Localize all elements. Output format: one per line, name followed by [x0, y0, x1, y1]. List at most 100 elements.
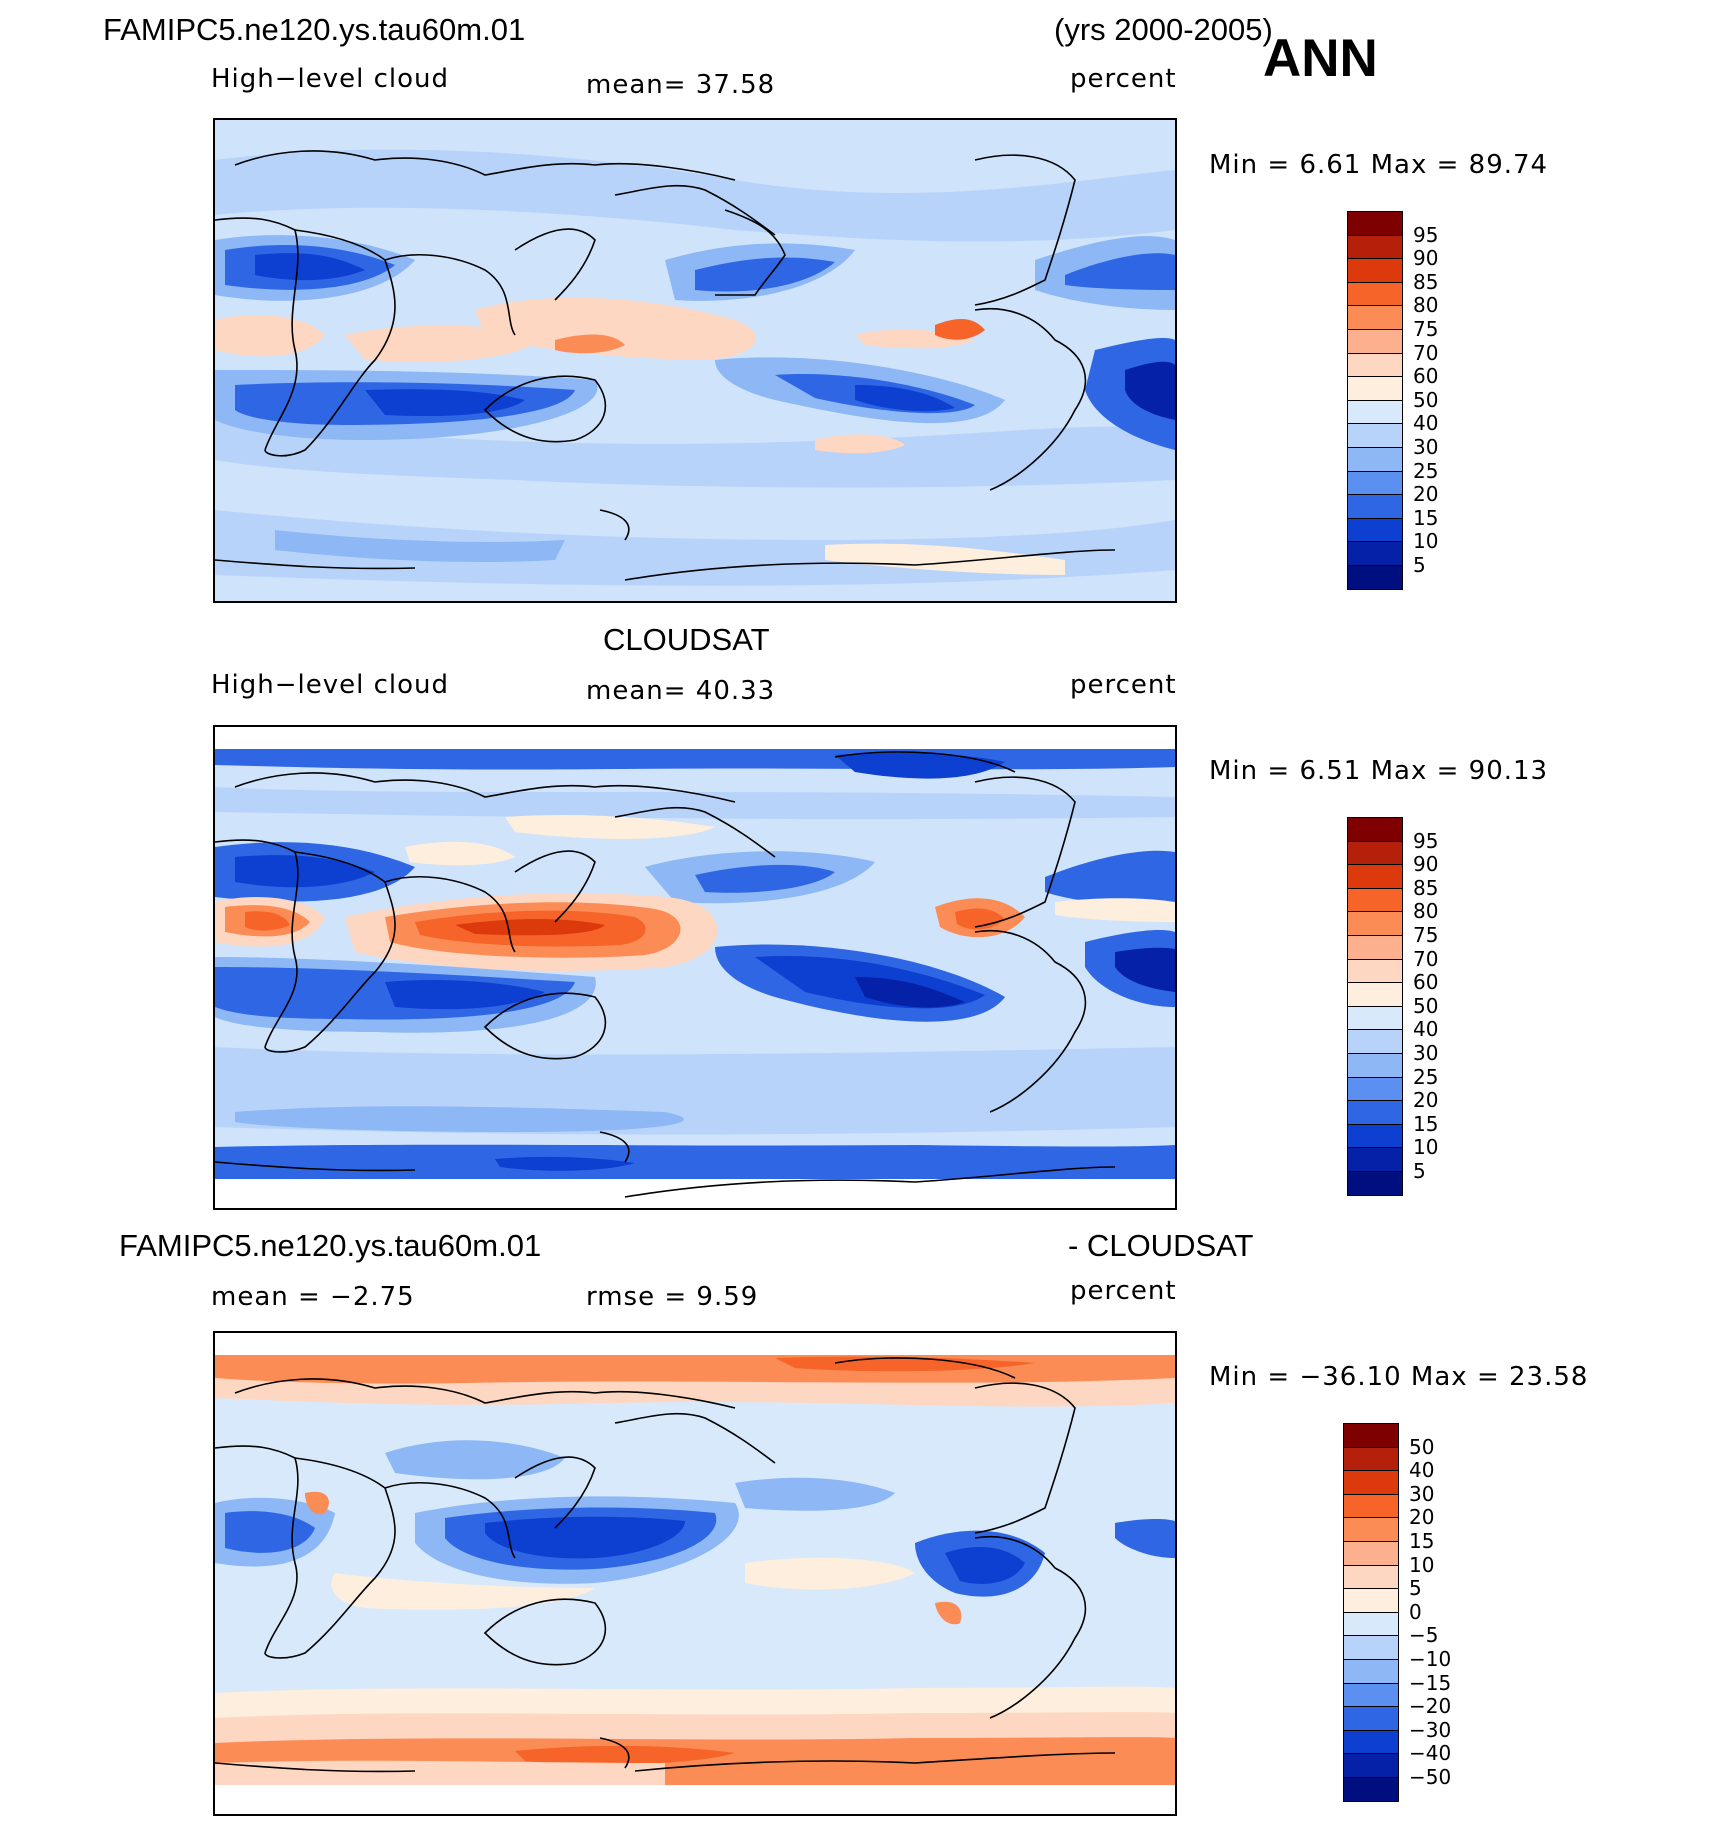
panel1-map — [213, 118, 1177, 603]
colorbar-tick-label: 75 — [1413, 317, 1439, 341]
colorbar-tick-label: 70 — [1413, 340, 1439, 365]
colorbar-box — [1347, 817, 1403, 843]
colorbar-box — [1347, 517, 1403, 543]
colorbar-box — [1347, 470, 1403, 496]
panel1-variable: High−level cloud — [211, 64, 450, 94]
colorbar-tick-label: 80 — [1413, 899, 1439, 924]
colorbar-box — [1343, 1493, 1399, 1519]
panel2-field — [215, 727, 1175, 1208]
panel2-minmax: Min = 6.51 Max = 90.13 — [1209, 756, 1549, 786]
colorbar-box — [1347, 982, 1403, 1008]
colorbar-tick-label: −40 — [1409, 1741, 1452, 1766]
colorbar-tick-label: 90 — [1413, 852, 1439, 877]
colorbar-tick-label: 70 — [1413, 946, 1439, 971]
colorbar-tick-label: 50 — [1413, 387, 1439, 412]
colorbar-box — [1347, 565, 1403, 591]
colorbar-tick-label: 95 — [1413, 222, 1439, 247]
colorbar-box — [1343, 1635, 1399, 1661]
colorbar-tick-label: 5 — [1409, 1576, 1422, 1601]
colorbar-tick-label: −20 — [1409, 1694, 1452, 1719]
panel3-field — [215, 1333, 1175, 1814]
colorbar-box — [1343, 1588, 1399, 1614]
colorbar-tick-label: 95 — [1413, 828, 1439, 853]
colorbar-tick-label: 80 — [1413, 293, 1439, 318]
colorbar-box — [1347, 958, 1403, 984]
colorbar-tick-label: 5 — [1413, 553, 1426, 577]
years-label: (yrs 2000-2005) — [1054, 12, 1273, 47]
colorbar-box — [1343, 1517, 1399, 1543]
panel1-units: percent — [1070, 64, 1177, 94]
colorbar-box — [1347, 281, 1403, 307]
colorbar-tick-label: 20 — [1413, 1088, 1439, 1113]
colorbar-tick-label: −10 — [1409, 1647, 1452, 1671]
colorbar-box — [1347, 258, 1403, 284]
colorbar-tick-label: 90 — [1413, 246, 1439, 271]
colorbar-box — [1347, 352, 1403, 378]
colorbar-tick-label: 30 — [1413, 435, 1439, 459]
colorbar-box — [1347, 1123, 1403, 1149]
colorbar-box — [1347, 423, 1403, 449]
panel3-title-right: - CLOUDSAT — [1068, 1228, 1254, 1263]
panel3-rmse: rmse = 9.59 — [586, 1282, 759, 1312]
colorbar-box — [1347, 305, 1403, 331]
colorbar-tick-label: 40 — [1413, 411, 1439, 436]
colorbar-box — [1347, 1076, 1403, 1102]
colorbar-box — [1347, 911, 1403, 937]
colorbar-box — [1347, 1053, 1403, 1079]
colorbar-tick-label: 75 — [1413, 923, 1439, 947]
colorbar-tick-label: −30 — [1409, 1717, 1452, 1742]
colorbar-box — [1343, 1729, 1399, 1755]
panel2-mean: mean= 40.33 — [586, 676, 776, 706]
colorbar-tick-label: 10 — [1409, 1552, 1435, 1577]
colorbar-box — [1343, 1706, 1399, 1732]
colorbar-box — [1343, 1659, 1399, 1685]
colorbar-tick-label: 20 — [1409, 1505, 1435, 1530]
colorbar-tick-label: 30 — [1409, 1481, 1435, 1506]
colorbar-box — [1347, 935, 1403, 961]
panel3-map — [213, 1331, 1177, 1816]
colorbar-tick-label: 10 — [1413, 1135, 1439, 1160]
colorbar-box — [1343, 1753, 1399, 1779]
colorbar-tick-label: 5 — [1413, 1159, 1426, 1183]
colorbar-box — [1343, 1777, 1399, 1803]
colorbar-box — [1347, 864, 1403, 890]
colorbar-tick-label: 60 — [1413, 970, 1439, 995]
colorbar-box — [1347, 887, 1403, 913]
colorbar-tick-label: 30 — [1413, 1041, 1439, 1065]
colorbar-tick-label: 25 — [1413, 1064, 1439, 1089]
colorbar-box — [1347, 494, 1403, 520]
panel3-mean: mean = −2.75 — [211, 1282, 415, 1312]
colorbar-tick-label: −50 — [1409, 1765, 1452, 1789]
colorbar-box — [1347, 329, 1403, 355]
colorbar-box — [1343, 1446, 1399, 1472]
panel2-title: CLOUDSAT — [603, 622, 770, 657]
colorbar-tick-label: 40 — [1409, 1458, 1435, 1483]
colorbar-tick-label: 20 — [1413, 482, 1439, 507]
colorbar-box — [1347, 211, 1403, 237]
colorbar-tick-label: −5 — [1409, 1623, 1439, 1648]
colorbar-box — [1347, 1005, 1403, 1031]
colorbar-tick-label: −15 — [1409, 1670, 1452, 1695]
colorbar-box — [1347, 1100, 1403, 1126]
colorbar-tick-label: 50 — [1413, 993, 1439, 1018]
colorbar-box — [1347, 1029, 1403, 1055]
colorbar-tick-label: 15 — [1409, 1529, 1435, 1553]
colorbar-box — [1347, 541, 1403, 567]
colorbar-tick-label: 40 — [1413, 1017, 1439, 1042]
colorbar-tick-label: 0 — [1409, 1599, 1422, 1624]
panel1-mean: mean= 37.58 — [586, 70, 776, 100]
colorbar-box — [1343, 1682, 1399, 1708]
colorbar-box — [1343, 1423, 1399, 1449]
panel3-title-left: FAMIPC5.ne120.ys.tau60m.01 — [119, 1228, 542, 1263]
case-title: FAMIPC5.ne120.ys.tau60m.01 — [103, 12, 526, 47]
colorbar-tick-label: 15 — [1413, 1111, 1439, 1136]
colorbar-box — [1347, 447, 1403, 473]
colorbar-tick-label: 10 — [1413, 529, 1439, 554]
panel2-units: percent — [1070, 670, 1177, 700]
season-label: ANN — [1263, 29, 1378, 88]
colorbar-box — [1343, 1470, 1399, 1496]
colorbar-box — [1347, 840, 1403, 866]
colorbar-tick-label: 15 — [1413, 505, 1439, 530]
colorbar-tick-label: 25 — [1413, 458, 1439, 483]
colorbar-box — [1347, 234, 1403, 260]
